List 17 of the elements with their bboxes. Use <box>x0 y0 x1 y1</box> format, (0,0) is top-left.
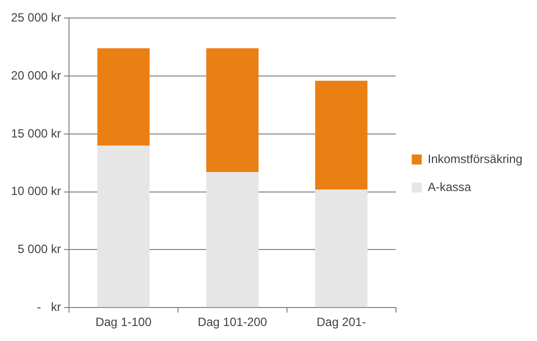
x-tick-label: Dag 101-200 <box>198 315 268 330</box>
y-tick-label: 25 000 kr <box>10 10 62 25</box>
bar <box>97 48 150 146</box>
bar <box>315 80 368 190</box>
y-tick-label: 20 000 kr <box>10 68 62 82</box>
y-tick-label: 10 000 kr <box>10 184 62 198</box>
bar <box>206 48 259 172</box>
bar <box>206 172 259 308</box>
legend-label: A-kassa <box>428 180 472 194</box>
bar <box>315 190 368 308</box>
x-tick-label: Dag 1-100 <box>95 315 152 330</box>
y-tick-label: 15 000 kr <box>10 126 62 140</box>
y-tick-label: 5 000 kr <box>18 242 62 256</box>
y-tick-label: - kr <box>37 300 62 314</box>
bar <box>97 146 150 308</box>
legend-label: Inkomstförsäkring <box>428 152 522 166</box>
x-tick-label: Dag 201- <box>316 315 366 330</box>
